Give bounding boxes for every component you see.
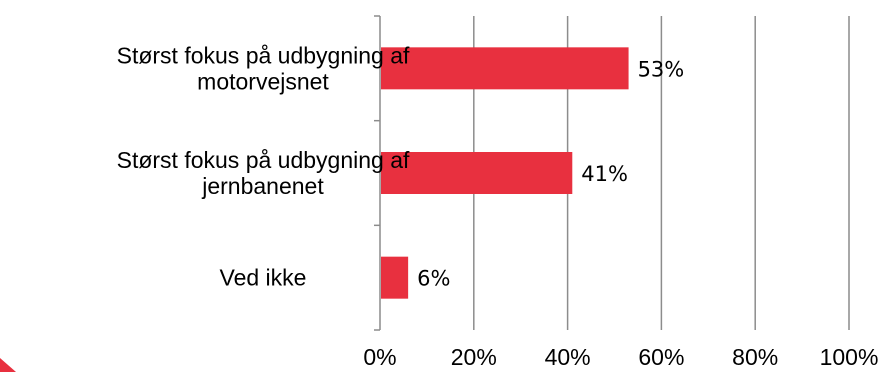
- data-label-1: 41%: [581, 162, 628, 186]
- x-tick-label-0: 0%: [363, 344, 396, 370]
- bars: [381, 47, 629, 299]
- category-label-1-line-1: jernbanenet: [201, 173, 324, 199]
- corner-decoration: [0, 358, 16, 372]
- bar-0: [381, 47, 629, 90]
- x-tick-label-80: 80%: [732, 344, 778, 370]
- bar-2: [381, 256, 409, 299]
- category-label-2-line-0: Ved ikke: [220, 265, 307, 291]
- x-tick-label-100: 100%: [820, 344, 879, 370]
- labels: 53%Størst fokus på udbygning afmotorvejs…: [117, 42, 879, 370]
- category-label-0-line-1: motorvejsnet: [197, 68, 329, 94]
- data-label-0: 53%: [638, 57, 685, 81]
- bar-1: [381, 152, 573, 194]
- data-label-2: 6%: [417, 267, 450, 291]
- x-tick-label-40: 40%: [545, 344, 591, 370]
- x-tick-label-60: 60%: [638, 344, 684, 370]
- x-tick-label-20: 20%: [451, 344, 497, 370]
- axes: [374, 15, 381, 331]
- category-label-0-line-0: Størst fokus på udbygning af: [117, 42, 410, 68]
- category-label-1-line-0: Størst fokus på udbygning af: [117, 147, 410, 173]
